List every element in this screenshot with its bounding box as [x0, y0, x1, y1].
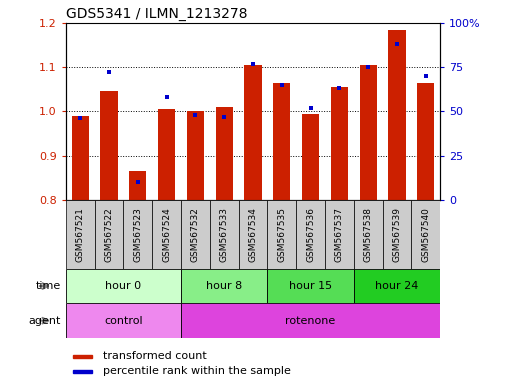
Text: transformed count: transformed count: [103, 351, 207, 361]
Bar: [186, 111, 204, 200]
Text: rotenone: rotenone: [285, 316, 335, 326]
Text: percentile rank within the sample: percentile rank within the sample: [103, 366, 290, 376]
Text: GSM567521: GSM567521: [76, 207, 84, 262]
Text: GSM567535: GSM567535: [277, 207, 286, 262]
Bar: [359, 65, 376, 200]
Bar: [330, 87, 347, 200]
Bar: [273, 83, 290, 200]
Text: GSM567536: GSM567536: [306, 207, 315, 262]
Bar: [416, 83, 434, 200]
Text: GSM567524: GSM567524: [162, 207, 171, 262]
Bar: [73, 355, 92, 358]
Bar: [238, 200, 267, 269]
Bar: [66, 200, 94, 269]
Bar: [210, 200, 238, 269]
Point: [364, 64, 372, 70]
Bar: [267, 200, 295, 269]
Bar: [129, 171, 146, 200]
Text: hour 15: hour 15: [288, 281, 331, 291]
Bar: [66, 303, 181, 338]
Text: hour 0: hour 0: [105, 281, 141, 291]
Point: [277, 82, 285, 88]
Text: hour 8: hour 8: [206, 281, 242, 291]
Bar: [382, 200, 411, 269]
Bar: [353, 269, 439, 303]
Bar: [73, 370, 92, 373]
Text: GSM567539: GSM567539: [392, 207, 401, 262]
Bar: [324, 200, 353, 269]
Bar: [353, 200, 382, 269]
Bar: [100, 91, 117, 200]
Text: GSM567533: GSM567533: [219, 207, 228, 262]
Bar: [388, 30, 405, 200]
Point: [76, 115, 84, 121]
Point: [162, 94, 170, 100]
Bar: [267, 269, 353, 303]
Text: hour 24: hour 24: [375, 281, 418, 291]
Bar: [181, 200, 210, 269]
Bar: [152, 200, 181, 269]
Bar: [295, 200, 324, 269]
Bar: [301, 114, 319, 200]
Point: [421, 73, 429, 79]
Bar: [244, 65, 261, 200]
Bar: [411, 200, 439, 269]
Bar: [158, 109, 175, 200]
Text: GSM567522: GSM567522: [104, 207, 113, 262]
Text: GSM567540: GSM567540: [421, 207, 429, 262]
Point: [133, 179, 141, 185]
Point: [191, 112, 199, 118]
Point: [306, 105, 314, 111]
Text: GSM567538: GSM567538: [363, 207, 372, 262]
Text: GSM567537: GSM567537: [334, 207, 343, 262]
Text: time: time: [35, 281, 61, 291]
Point: [248, 61, 257, 67]
Bar: [181, 303, 439, 338]
Point: [392, 41, 400, 47]
Bar: [66, 269, 181, 303]
Point: [105, 70, 113, 76]
Text: GSM567532: GSM567532: [190, 207, 199, 262]
Text: GDS5341 / ILMN_1213278: GDS5341 / ILMN_1213278: [66, 7, 247, 21]
Point: [335, 85, 343, 91]
Point: [220, 114, 228, 120]
Bar: [215, 107, 232, 200]
Text: GSM567523: GSM567523: [133, 207, 142, 262]
Bar: [94, 200, 123, 269]
Text: agent: agent: [28, 316, 61, 326]
Bar: [181, 269, 267, 303]
Text: GSM567534: GSM567534: [248, 207, 257, 262]
Text: control: control: [104, 316, 142, 326]
Bar: [123, 200, 152, 269]
Bar: [71, 116, 89, 200]
